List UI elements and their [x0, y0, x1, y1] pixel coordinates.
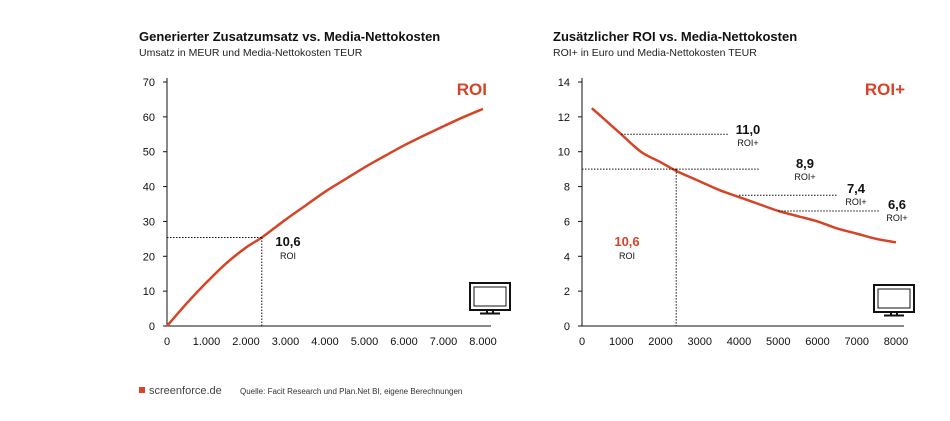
right-annotation-value: 8,9 — [796, 156, 814, 171]
left-y-tick-label: 50 — [143, 147, 155, 159]
right-x-tick-label: 5000 — [766, 336, 790, 348]
left-x-tick-label: 0 — [164, 336, 170, 348]
footer-brand-text: screenforce.de — [149, 385, 222, 397]
left-y-tick-label: 10 — [143, 286, 155, 298]
right-tv-icon — [873, 284, 915, 317]
right-x-tick-label: 4000 — [727, 336, 751, 348]
right-annotation-label: ROI+ — [886, 213, 907, 223]
right-annotation-value: 6,6 — [888, 197, 906, 212]
left-y-tick-label: 20 — [143, 251, 155, 263]
right-y-tick-label: 2 — [564, 286, 570, 298]
right-x-tick-label: 2000 — [648, 336, 672, 348]
right-x-tick-label: 7000 — [845, 336, 869, 348]
left-x-tick-label: 5.000 — [351, 336, 379, 348]
right-annotation-label: ROI+ — [737, 138, 758, 148]
right-chart-title: Zusätzlicher ROI vs. Media-Nettokosten — [553, 29, 798, 44]
right-x-tick-label: 1000 — [609, 336, 633, 348]
left-x-tick-label: 6.000 — [390, 336, 418, 348]
right-x-tick-label: 8000 — [884, 336, 908, 348]
right-y-tick-label: 6 — [564, 216, 570, 228]
right-legend-label: ROI+ — [865, 80, 905, 99]
right-y-tick-label: 10 — [558, 147, 570, 159]
right-y-tick-label: 12 — [558, 112, 570, 124]
left-y-tick-label: 0 — [149, 321, 155, 333]
left-x-tick-label: 8.000 — [469, 336, 497, 348]
right-x-tick-label: 3000 — [688, 336, 712, 348]
footer-brand: screenforce.de — [139, 385, 222, 397]
right-series-line — [590, 107, 897, 244]
left-legend-label: ROI — [457, 80, 487, 99]
brand-square-icon — [139, 387, 145, 393]
footer-source: Quelle: Facit Research und Plan.Net BI, … — [240, 387, 463, 396]
left-y-tick-label: 60 — [143, 112, 155, 124]
left-tv-icon — [469, 282, 511, 315]
right-y-tick-label: 14 — [558, 77, 570, 89]
left-chart-title: Generierter Zusatzumsatz vs. Media-Netto… — [139, 29, 441, 44]
right-annotation-label: ROI+ — [794, 172, 815, 182]
right-side-value: 10,6 — [614, 234, 639, 249]
right-annotation-label: ROI+ — [845, 197, 866, 207]
right-x-tick-label: 0 — [579, 336, 585, 348]
left-annotation-value: 10,6 — [275, 234, 300, 249]
left-y-tick-label: 40 — [143, 182, 155, 194]
right-x-tick-label: 6000 — [805, 336, 829, 348]
left-chart-subtitle: Umsatz in MEUR und Media-Nettokosten TEU… — [139, 47, 363, 59]
left-series-line — [166, 107, 484, 327]
left-x-tick-label: 7.000 — [430, 336, 458, 348]
right-y-tick-label: 0 — [564, 321, 570, 333]
right-chart-subtitle: ROI+ in Euro und Media-Nettokosten TEUR — [553, 47, 757, 59]
left-x-tick-label: 1.000 — [193, 336, 221, 348]
left-x-tick-label: 3.000 — [272, 336, 300, 348]
right-y-tick-label: 4 — [564, 251, 570, 263]
left-x-tick-label: 2.000 — [232, 336, 260, 348]
right-annotation-value: 11,0 — [736, 122, 761, 137]
left-annotation-label: ROI — [280, 251, 296, 261]
left-y-tick-label: 30 — [143, 216, 155, 228]
right-side-label: ROI — [619, 251, 635, 261]
right-annotation-value: 7,4 — [847, 181, 866, 196]
left-y-tick-label: 70 — [143, 77, 155, 89]
right-y-tick-label: 8 — [564, 182, 570, 194]
left-x-tick-label: 4.000 — [311, 336, 339, 348]
